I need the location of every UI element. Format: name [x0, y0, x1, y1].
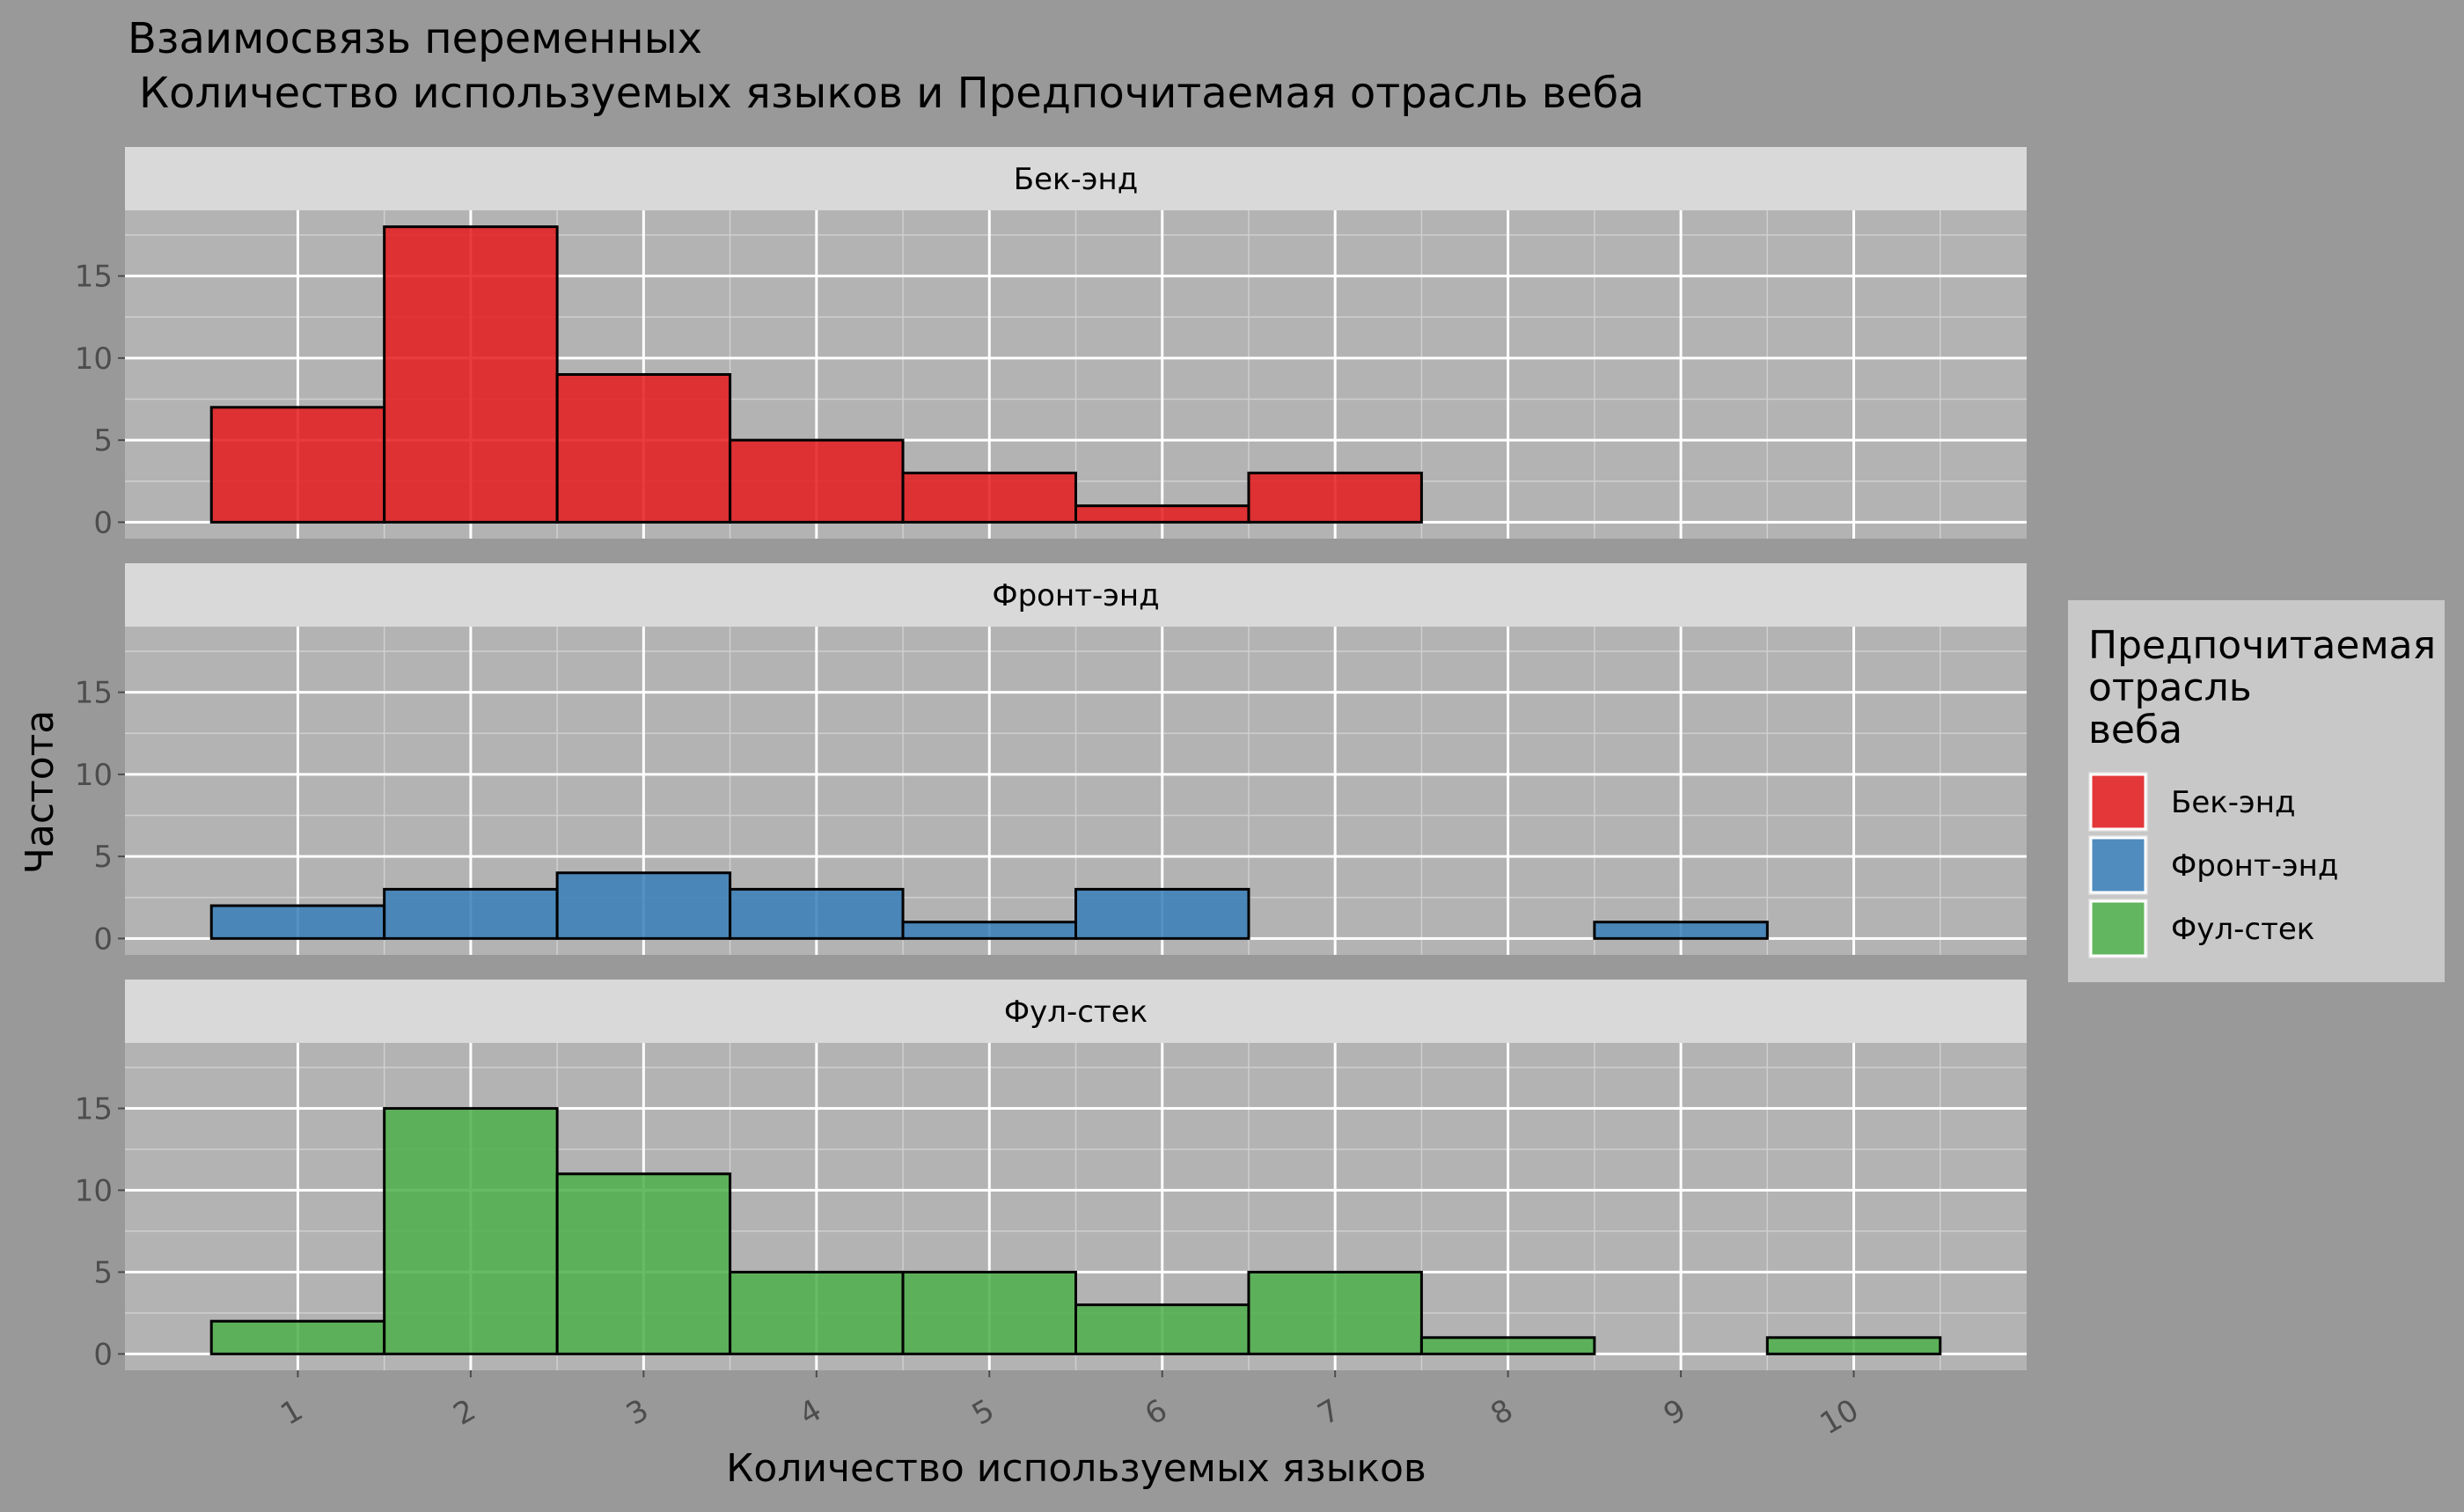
- bar: [901, 1270, 1077, 1355]
- y-tick-label: 5: [93, 423, 113, 459]
- y-tick-label: 15: [75, 676, 113, 711]
- legend-item-label: Фронт-энд: [2171, 848, 2338, 884]
- facet-1: Бек-энд 0 5 10 15: [75, 147, 2027, 540]
- bar: [383, 225, 559, 524]
- facet-3: Фул-стек 0 5 10 15: [75, 980, 2027, 1372]
- bar: [209, 1319, 386, 1355]
- bar: [1419, 1336, 1596, 1355]
- y-tick-label: 10: [75, 758, 113, 793]
- facet-strip: [125, 563, 2027, 627]
- bar: [1074, 1303, 1250, 1355]
- facet-strip: [125, 147, 2027, 210]
- bar: [1593, 921, 1769, 940]
- bar: [555, 871, 732, 940]
- legend-title-line: отрасль: [2088, 665, 2252, 710]
- facet-strip-label: Фронт-энд: [992, 578, 1159, 613]
- facet-strip-label: Бек-энд: [1014, 162, 1138, 197]
- bar: [555, 373, 732, 524]
- bar: [729, 1270, 905, 1355]
- bar: [209, 406, 386, 524]
- bar: [1247, 471, 1423, 524]
- bar: [1765, 1336, 1942, 1355]
- legend-swatch: [2089, 899, 2147, 958]
- legend-swatch: [2089, 836, 2147, 894]
- y-tick-label: 0: [93, 921, 113, 957]
- chart-title: Взаимосвязь переменных: [128, 14, 702, 63]
- facet-strip: [125, 980, 2027, 1043]
- bar: [729, 438, 905, 524]
- y-tick-label: 10: [75, 341, 113, 377]
- y-tick-label: 0: [93, 1337, 113, 1372]
- x-axis-title: Количество используемых языков: [726, 1446, 1426, 1491]
- facet-panels: Бек-энд 0 5 10 15 Фронт-энд 0 5 10 15 Фул-стек 0 5 10…: [75, 147, 2027, 1372]
- bar: [901, 471, 1077, 524]
- bar: [1074, 504, 1250, 524]
- bar: [555, 1172, 732, 1355]
- bar: [729, 887, 905, 940]
- bar: [383, 1106, 559, 1355]
- y-tick-label: 10: [75, 1173, 113, 1208]
- y-tick-label: 5: [93, 1255, 113, 1290]
- legend-item-label: Фул-стек: [2171, 912, 2314, 947]
- bar: [1074, 887, 1250, 940]
- facet-2: Фронт-энд 0 5 10 15: [75, 563, 2027, 957]
- legend-swatch: [2089, 773, 2147, 831]
- legend-title-line: Предпочитаемая: [2088, 623, 2436, 668]
- bar: [901, 921, 1077, 940]
- bar: [209, 904, 386, 940]
- facet-strip-label: Фул-стек: [1004, 995, 1148, 1030]
- legend-title-line: веба: [2088, 708, 2182, 752]
- legend-item-label: Бек-энд: [2171, 785, 2295, 820]
- bar: [383, 887, 559, 940]
- y-axis-title: Частота: [18, 710, 62, 874]
- y-tick-label: 5: [93, 840, 113, 875]
- bar: [1247, 1270, 1423, 1355]
- y-tick-label: 15: [75, 1091, 113, 1127]
- y-tick-label: 0: [93, 505, 113, 540]
- chart-subtitle: Количество используемых языков и Предпоч…: [139, 69, 1645, 118]
- y-tick-label: 15: [75, 260, 113, 295]
